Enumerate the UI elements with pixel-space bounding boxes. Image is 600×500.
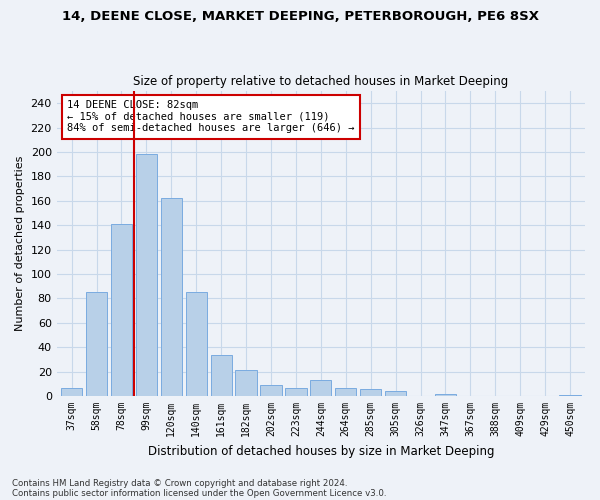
Bar (161, 198, 182, 396)
Bar (286, 388, 307, 396)
Text: Contains HM Land Registry data © Crown copyright and database right 2024.: Contains HM Land Registry data © Crown c… (12, 478, 347, 488)
Bar (211, 354, 232, 396)
Text: Contains public sector information licensed under the Open Government Licence v3: Contains public sector information licen… (12, 488, 386, 498)
Bar (136, 154, 157, 396)
Bar (235, 370, 257, 396)
Bar (559, 395, 581, 396)
Bar (310, 380, 331, 396)
Text: 14, DEENE CLOSE, MARKET DEEPING, PETERBOROUGH, PE6 8SX: 14, DEENE CLOSE, MARKET DEEPING, PETERBO… (62, 10, 539, 23)
Bar (385, 391, 406, 396)
Bar (111, 224, 132, 396)
Bar (86, 292, 107, 396)
Title: Size of property relative to detached houses in Market Deeping: Size of property relative to detached ho… (133, 76, 508, 88)
Bar (61, 388, 82, 396)
Bar (435, 394, 456, 396)
Bar (185, 292, 207, 396)
Bar (360, 388, 381, 396)
Bar (260, 385, 281, 396)
X-axis label: Distribution of detached houses by size in Market Deeping: Distribution of detached houses by size … (148, 444, 494, 458)
Y-axis label: Number of detached properties: Number of detached properties (15, 156, 25, 331)
Bar (335, 388, 356, 396)
Text: 14 DEENE CLOSE: 82sqm
← 15% of detached houses are smaller (119)
84% of semi-det: 14 DEENE CLOSE: 82sqm ← 15% of detached … (67, 100, 355, 134)
